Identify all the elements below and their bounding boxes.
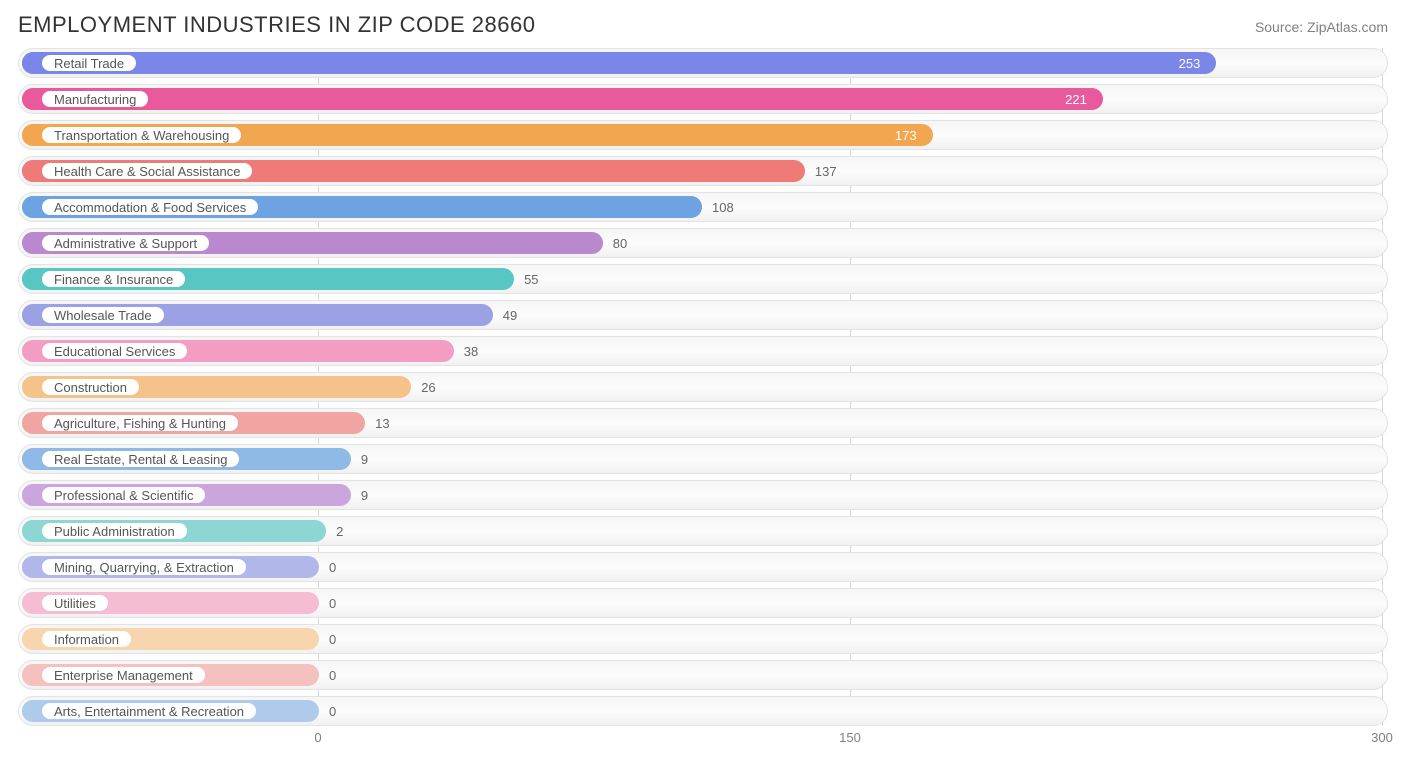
bar-value: 80 [613, 229, 627, 257]
bar-label: Agriculture, Fishing & Hunting [41, 414, 239, 432]
bar-label: Educational Services [41, 342, 188, 360]
chart-title: EMPLOYMENT INDUSTRIES IN ZIP CODE 28660 [18, 12, 536, 38]
bar-label: Arts, Entertainment & Recreation [41, 702, 257, 720]
bar-row: Retail Trade 253 [18, 48, 1388, 78]
bar-fill [22, 88, 1103, 110]
bar-label: Enterprise Management [41, 666, 206, 684]
bar-row: Arts, Entertainment & Recreation 0 [18, 696, 1388, 726]
bar-value: 173 [895, 121, 917, 149]
bar-label: Manufacturing [41, 90, 149, 108]
bar-row: Educational Services 38 [18, 336, 1388, 366]
bar-label: Public Administration [41, 522, 188, 540]
bar-row: Information 0 [18, 624, 1388, 654]
bar-label: Health Care & Social Assistance [41, 162, 253, 180]
bar-label: Construction [41, 378, 140, 396]
bar-row: Administrative & Support 80 [18, 228, 1388, 258]
bar-label: Professional & Scientific [41, 486, 206, 504]
bar-fill [22, 52, 1216, 74]
bar-row: Finance & Insurance 55 [18, 264, 1388, 294]
bar-label: Wholesale Trade [41, 306, 165, 324]
bar-value: 26 [421, 373, 435, 401]
source-attribution: Source: ZipAtlas.com [1255, 19, 1388, 35]
bar-row: Public Administration 2 [18, 516, 1388, 546]
bar-row: Wholesale Trade 49 [18, 300, 1388, 330]
header: EMPLOYMENT INDUSTRIES IN ZIP CODE 28660 … [18, 12, 1388, 38]
bar-label: Retail Trade [41, 54, 137, 72]
source-prefix: Source: [1255, 19, 1303, 35]
bar-label: Accommodation & Food Services [41, 198, 259, 216]
bar-value: 9 [361, 481, 368, 509]
bar-row: Mining, Quarrying, & Extraction 0 [18, 552, 1388, 582]
x-axis-tick: 150 [839, 730, 861, 745]
bar-row: Agriculture, Fishing & Hunting 13 [18, 408, 1388, 438]
bar-value: 108 [712, 193, 734, 221]
bar-label: Transportation & Warehousing [41, 126, 242, 144]
x-axis-tick: 300 [1371, 730, 1393, 745]
bar-value: 13 [375, 409, 389, 437]
bar-value: 0 [329, 697, 336, 725]
bar-row: Professional & Scientific 9 [18, 480, 1388, 510]
bar-row: Manufacturing 221 [18, 84, 1388, 114]
bar-value: 0 [329, 661, 336, 689]
bar-label: Finance & Insurance [41, 270, 186, 288]
bar-row: Utilities 0 [18, 588, 1388, 618]
bar-value: 9 [361, 445, 368, 473]
bar-value: 253 [1179, 49, 1201, 77]
bar-row: Accommodation & Food Services 108 [18, 192, 1388, 222]
bar-list: Retail Trade 253 Manufacturing 221 Transport… [18, 48, 1388, 726]
bar-value: 2 [336, 517, 343, 545]
bar-row: Transportation & Warehousing 173 [18, 120, 1388, 150]
x-axis: 0150300 [18, 730, 1388, 750]
bar-value: 137 [815, 157, 837, 185]
chart-area: Retail Trade 253 Manufacturing 221 Transport… [18, 48, 1388, 750]
bar-row: Construction 26 [18, 372, 1388, 402]
bar-row: Enterprise Management 0 [18, 660, 1388, 690]
bar-value: 221 [1065, 85, 1087, 113]
bar-value: 55 [524, 265, 538, 293]
bar-row: Health Care & Social Assistance 137 [18, 156, 1388, 186]
bar-label: Real Estate, Rental & Leasing [41, 450, 240, 468]
bar-row: Real Estate, Rental & Leasing 9 [18, 444, 1388, 474]
bar-label: Utilities [41, 594, 109, 612]
bar-value: 38 [464, 337, 478, 365]
source-name: ZipAtlas.com [1307, 19, 1388, 35]
bar-value: 49 [503, 301, 517, 329]
bar-label: Information [41, 630, 132, 648]
bar-label: Administrative & Support [41, 234, 210, 252]
x-axis-tick: 0 [314, 730, 321, 745]
bar-label: Mining, Quarrying, & Extraction [41, 558, 247, 576]
bar-value: 0 [329, 625, 336, 653]
bar-value: 0 [329, 589, 336, 617]
bar-value: 0 [329, 553, 336, 581]
